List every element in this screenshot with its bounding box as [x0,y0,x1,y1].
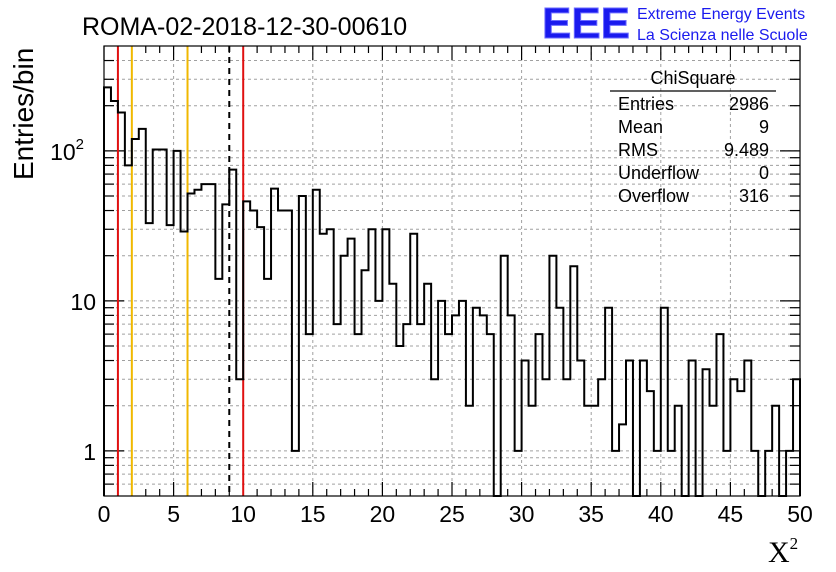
x-tick-label: 0 [98,501,111,527]
y-tick-label-base: 10 [50,139,76,165]
stats-row-value: 0 [759,163,769,183]
plot-frame [103,45,801,497]
x-tick-label: 5 [167,501,180,527]
y-axis-label: Entries/bin [8,48,39,180]
y-tick-label: 10 [70,289,96,315]
histogram-outline [103,86,801,497]
stats-row-label: Mean [618,117,663,137]
y-tick-label: 1 [83,439,96,465]
stats-row-value: 9.489 [724,140,769,160]
x-tick-label: 50 [787,501,813,527]
x-tick-labels: 0 5 10 15 20 25 30 35 40 45 50 [98,501,813,527]
stats-row-label: RMS [618,140,658,160]
logo-line-2: La Scienza nelle Scuole [637,27,808,44]
x-tick-label: 30 [509,501,535,527]
stats-rows: Entries 2986 Mean 9 RMS 9.489 Underflow 0 Overfl… [618,94,769,206]
stats-row-label: Entries [618,94,674,114]
stats-title: ChiSquare [650,68,735,88]
logo-mark: EEE [542,0,630,48]
stats-row-value: 2986 [729,94,769,114]
marker-lines [116,46,245,496]
y-tick-label-exponent: 2 [76,136,84,153]
stats-row-label: Underflow [618,163,700,183]
logo-line-1: Extreme Energy Events [637,6,805,23]
x-tick-label: 15 [300,501,326,527]
x-tick-label: 25 [439,501,465,527]
stats-row-value: 316 [739,186,769,206]
y-tick-label: 102 [50,136,84,165]
stats-row-label: Overflow [618,186,690,206]
x-axis-label-sup: 2 [790,534,799,553]
eee-logo: EEE Extreme Energy Events La Scienza nel… [542,0,808,49]
x-tick-label: 20 [370,501,396,527]
stats-row-value: 9 [759,117,769,137]
chart-title: ROMA-02-2018-12-30-00610 [82,13,407,41]
x-tick-label: 45 [718,501,744,527]
x-tick-label: 35 [578,501,604,527]
x-axis-label: X2 [768,534,798,569]
x-axis-label-base: X [768,536,790,569]
stats-box: ChiSquare Entries 2986 Mean 9 RMS 9.489 Underf… [610,68,776,206]
grid-lines [104,46,800,496]
x-tick-label: 40 [648,501,674,527]
x-tick-label: 10 [230,501,256,527]
